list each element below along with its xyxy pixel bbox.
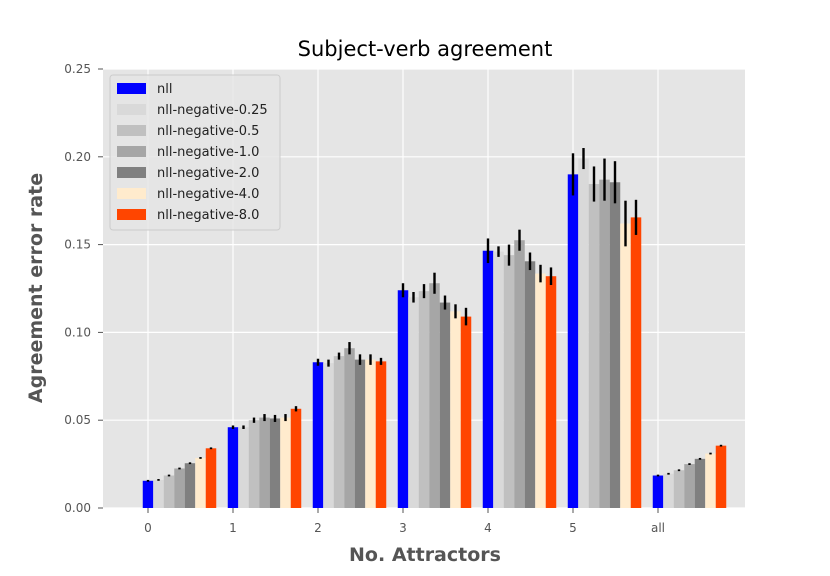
x-tick-label: 3 [399,521,407,535]
bar [163,475,175,508]
bar [195,457,206,508]
x-tick-label: all [651,521,665,535]
legend-label: nll-negative-8.0 [157,208,259,223]
bar [663,473,674,508]
x-tick-label: 0 [144,521,152,535]
bar [312,362,324,508]
bar [503,255,515,508]
bar [694,458,706,508]
bar [375,361,387,508]
y-tick-label: 0.05 [64,413,91,427]
bar [269,418,281,508]
y-axis-title: Agreement error rate [25,173,47,403]
bar [248,420,260,508]
bar [184,463,196,508]
legend-swatch [117,188,146,199]
bar [715,445,727,508]
legend-label: nll-negative-0.25 [157,103,268,118]
bar [153,479,164,508]
bar [439,302,451,508]
bar [408,297,419,508]
bar [514,240,525,508]
bar [578,158,589,508]
bar [599,179,610,509]
x-tick-label: 2 [314,521,322,535]
bar [588,184,600,508]
x-tick-label: 4 [484,521,492,535]
legend-swatch [117,146,146,157]
bar [397,290,409,508]
y-tick-label: 0.00 [64,501,91,515]
bar [174,468,185,508]
x-axis-title: No. Attractors [349,544,501,566]
bar [705,453,716,508]
y-tick-label: 0.10 [64,325,91,339]
bar [545,276,557,508]
bar [652,475,664,508]
legend-label: nll-negative-4.0 [157,187,259,202]
bar [482,250,494,508]
bar [333,356,345,508]
bar [609,182,621,508]
legend: nll nll-negative-0.25 nll-negative-0.5 nll-… [109,74,281,231]
bar [429,283,440,508]
x-tick-label: 5 [569,521,577,535]
legend-swatch [117,209,146,220]
bar [142,480,154,508]
bar [673,470,685,508]
legend-swatch [117,83,146,94]
bar [493,251,504,508]
chart-title: Subject-verb agreement [298,37,553,61]
legend-swatch [117,104,146,115]
bar [259,417,270,508]
bar [450,311,461,508]
bar [323,363,334,508]
bar [535,273,546,508]
bar [354,359,366,508]
bar [365,359,376,508]
y-tick-label: 0.25 [64,62,91,76]
y-axis-ticks: 0.00 0.05 0.10 0.15 0.20 0.25 [64,62,103,515]
bar [567,174,579,509]
bar [344,348,355,508]
bar [238,427,249,508]
bar [524,261,536,508]
legend-swatch [117,125,146,136]
error-bars [146,148,723,482]
legend-label: nll-negative-1.0 [157,145,259,160]
bar [205,448,217,508]
bar [630,217,642,508]
bar [684,464,695,508]
legend-box [109,74,281,231]
legend-label: nll-negative-2.0 [157,166,259,181]
y-tick-label: 0.15 [64,238,91,252]
bar [620,223,631,508]
x-tick-label: 1 [229,521,237,535]
x-axis-ticks: 0 1 2 3 4 5 all [144,508,665,535]
bar [290,408,302,508]
bar [227,427,239,508]
legend-label: nll [157,82,172,97]
bar [460,316,472,508]
bars [142,158,727,509]
bar [280,417,291,508]
legend-label: nll-negative-0.5 [157,124,259,139]
y-tick-label: 0.20 [64,150,91,164]
bar [418,291,430,508]
legend-swatch [117,167,146,178]
